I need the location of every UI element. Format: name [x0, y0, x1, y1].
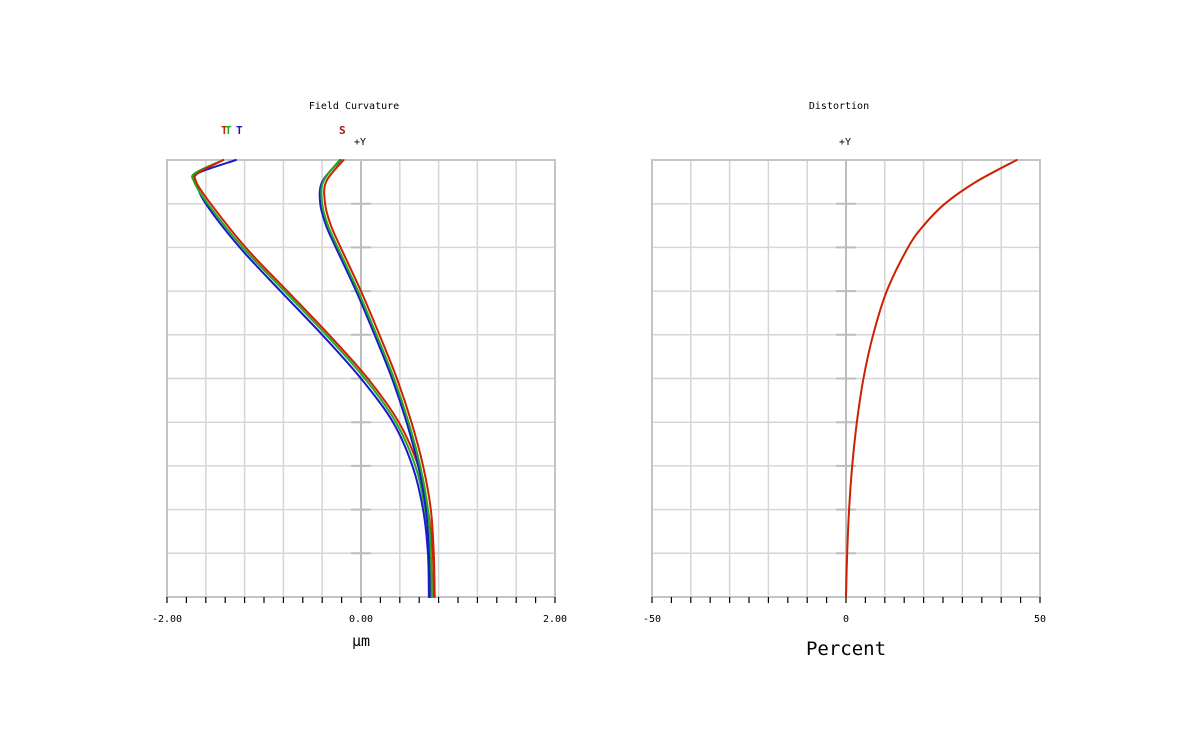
- fc-plot-area: [166, 159, 556, 603]
- ds-xtick-label-mid: 0: [843, 614, 849, 625]
- field-curvature-panel: Field Curvature T T T S +Y -2.00 0.00 2.…: [152, 101, 567, 650]
- fc-xtick-label-min: -2.00: [152, 614, 182, 625]
- fc-legend-t-red: T: [221, 124, 228, 137]
- fc-legend-t-green: T: [225, 124, 232, 137]
- ds-plot-area: [651, 159, 1041, 603]
- fc-y-label: +Y: [354, 137, 366, 148]
- fc-title: Field Curvature: [309, 101, 399, 112]
- fc-xtick-label-mid: 0.00: [349, 614, 373, 625]
- ds-y-label: +Y: [839, 137, 851, 148]
- ds-xtick-label-max: 50: [1034, 614, 1046, 625]
- series-line-5: [320, 159, 433, 598]
- ds-title: Distortion: [809, 101, 869, 112]
- fc-legend-t-blue: T: [236, 124, 243, 137]
- fc-legend: T T T S: [221, 124, 346, 137]
- fc-legend-s: S: [339, 124, 346, 137]
- ds-xtick-label-min: -50: [643, 614, 661, 625]
- fc-x-axis-label: µm: [352, 632, 370, 650]
- series-line-4: [318, 159, 431, 598]
- distortion-panel: Distortion +Y -50 0 50 Percent: [643, 101, 1046, 660]
- fc-xtick-label-max: 2.00: [543, 614, 567, 625]
- series-line-1: [845, 159, 1018, 598]
- series-line-6: [323, 159, 436, 598]
- ds-x-axis-label: Percent: [806, 638, 886, 660]
